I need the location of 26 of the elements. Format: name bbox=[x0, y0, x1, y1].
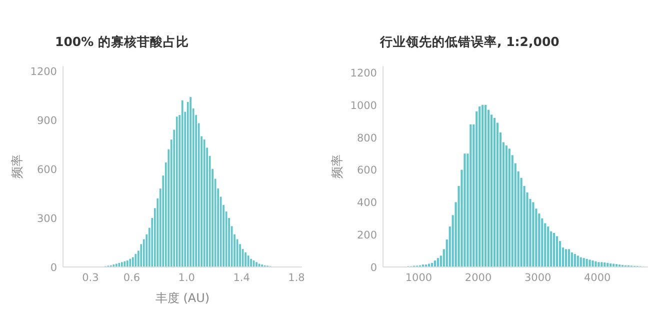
y-tick-label: 400 bbox=[356, 197, 377, 210]
y-tick-label: 800 bbox=[356, 132, 377, 144]
chart-title: 行业领先的低错误率, 1:2,000 bbox=[379, 34, 560, 49]
x-tick-label: 2000 bbox=[464, 272, 492, 284]
y-tick-label: 1200 bbox=[30, 66, 57, 78]
y-tick-label: 300 bbox=[36, 212, 57, 225]
y-tick-label: 900 bbox=[36, 114, 57, 127]
y-tick-label: 1200 bbox=[350, 67, 377, 80]
x-tick-label: 0.3 bbox=[82, 272, 99, 284]
x-tick-label: 4000 bbox=[584, 272, 611, 284]
x-tick-label: 0.6 bbox=[123, 272, 140, 284]
x-tick-label: 1.0 bbox=[178, 272, 195, 284]
y-tick-label: 0 bbox=[50, 262, 57, 274]
y-axis-title: 频率 bbox=[330, 154, 344, 178]
x-tick-label: 1.8 bbox=[288, 272, 305, 284]
y-tick-label: 0 bbox=[370, 262, 377, 274]
x-tick-label: 1.4 bbox=[233, 272, 250, 284]
y-tick-label: 1000 bbox=[350, 100, 377, 112]
y-tick-label: 600 bbox=[36, 164, 57, 176]
y-tick-label: 200 bbox=[356, 230, 377, 242]
y-tick-label: 600 bbox=[356, 164, 377, 177]
x-tick-label: 3000 bbox=[524, 272, 552, 284]
x-axis-title: 丰度 (AU) bbox=[155, 291, 210, 305]
x-tick-label: 1000 bbox=[405, 272, 432, 284]
chart-title: 100% 的寡核苷酸占比 bbox=[55, 34, 189, 49]
y-axis-title: 频率 bbox=[10, 154, 24, 178]
